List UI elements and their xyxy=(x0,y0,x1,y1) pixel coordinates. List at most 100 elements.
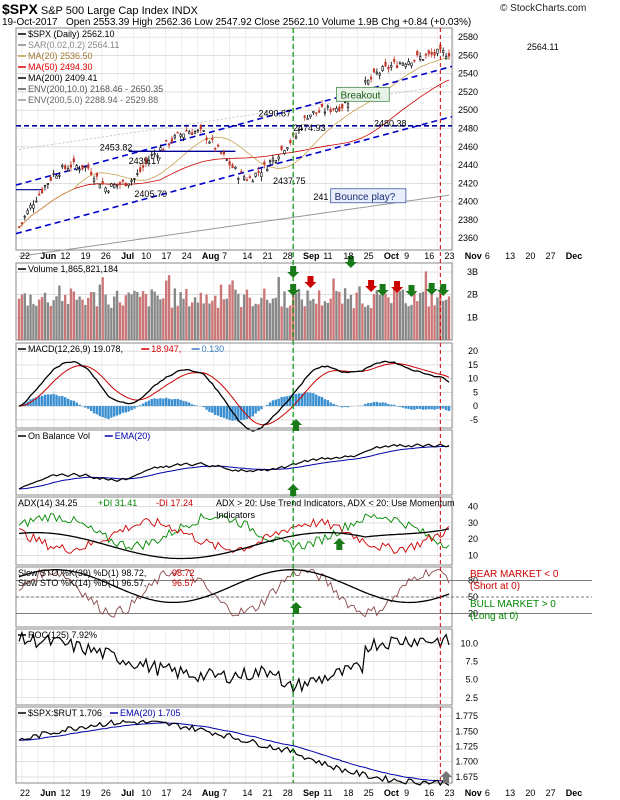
volume-bar xyxy=(413,292,416,340)
macd-histogram-bar xyxy=(162,398,165,407)
volume-bar xyxy=(110,307,113,340)
macd-histogram-bar xyxy=(141,403,145,407)
obv-legend-label: EMA(20) xyxy=(115,431,151,441)
volume-bar xyxy=(263,288,266,340)
macd-histogram-bar xyxy=(231,406,234,421)
x-tick-label-top: 11 xyxy=(323,251,332,261)
candle-body xyxy=(95,173,99,177)
candle-body xyxy=(113,184,116,189)
ratio-line xyxy=(18,719,450,787)
candle-body xyxy=(202,129,205,132)
volume-bar xyxy=(225,298,228,340)
adx-legend-label: ADX(14) 34.25 xyxy=(18,498,78,508)
volume-bar xyxy=(378,294,381,340)
macd-histogram-bar xyxy=(124,406,127,413)
volume-bar xyxy=(257,304,260,340)
macd-histogram-bar xyxy=(265,404,269,407)
candle-body xyxy=(234,166,237,169)
price-ytick-label: 2460 xyxy=(458,142,478,152)
volume-signal-arrow xyxy=(437,284,450,296)
roc-line xyxy=(18,630,450,694)
price-ytick-label: 2440 xyxy=(458,160,478,170)
volume-bar xyxy=(242,294,246,340)
x-tick-label-bottom: 18 xyxy=(343,788,353,798)
sto39-line xyxy=(18,569,450,604)
candle-body xyxy=(419,56,422,60)
volume-bar xyxy=(214,295,217,340)
price-legend-label: ENV(200,10.0) 2168.46 - 2650.35 xyxy=(28,84,163,94)
macd-ytick-label: -5 xyxy=(470,415,478,425)
x-tick-label-bottom: 13 xyxy=(505,788,515,798)
candle-body xyxy=(277,156,280,160)
volume-bar xyxy=(286,307,289,340)
volume-bar xyxy=(410,304,413,340)
volume-bar xyxy=(136,292,139,340)
macd-panel-frame xyxy=(15,342,453,429)
volume-bar xyxy=(404,303,407,340)
candle-body xyxy=(231,164,234,169)
x-tick-label-top: Nov xyxy=(465,251,482,261)
candle-body xyxy=(107,190,110,193)
candle-body xyxy=(69,164,73,168)
candle-body xyxy=(320,103,324,108)
volume-bar xyxy=(427,306,430,340)
volume-bar xyxy=(294,293,298,340)
price-annotation-label: 2490.87 xyxy=(259,109,292,119)
candle-body xyxy=(387,67,390,70)
macd-histogram-bar xyxy=(257,406,260,412)
candle-body xyxy=(58,174,61,177)
volume-bar xyxy=(104,294,107,340)
minus-di-legend-label: -DI 17.24 xyxy=(156,498,193,508)
volume-bar xyxy=(78,296,81,340)
candle-body xyxy=(17,226,21,229)
macd-histogram-bar xyxy=(245,406,249,420)
price-annotation-label: 2405.70 xyxy=(134,189,167,199)
volume-bar xyxy=(309,300,312,340)
candle-body xyxy=(176,131,179,134)
x-tick-label-top: 13 xyxy=(505,251,515,261)
x-tick-label-bottom: 27 xyxy=(546,788,556,798)
candle-body xyxy=(248,176,251,179)
roc-panel-frame xyxy=(15,628,453,706)
macd-histogram-bar xyxy=(139,405,142,407)
symbol: $SPX xyxy=(2,1,38,17)
adx-panel-frame xyxy=(15,496,453,566)
candle-body xyxy=(372,68,376,73)
volume-bar xyxy=(352,308,355,340)
macd-histogram-bar xyxy=(271,400,275,407)
volume-bar xyxy=(190,302,194,340)
volume-bar xyxy=(240,307,243,340)
security-name: S&P 500 Large Cap Index xyxy=(40,5,169,17)
candle-body xyxy=(222,151,225,155)
macd-histogram-bar xyxy=(52,393,55,407)
candle-body xyxy=(381,66,384,71)
macd-histogram-bar xyxy=(35,397,38,407)
macd-histogram-bar xyxy=(107,406,110,420)
macd-histogram-bar xyxy=(343,406,347,407)
candle-body xyxy=(332,107,335,110)
candle-body xyxy=(268,160,272,163)
volume-bar xyxy=(196,302,200,340)
candle-body xyxy=(401,62,404,66)
macd-ytick-label: 20 xyxy=(468,346,478,356)
macd-ytick-label: 0 xyxy=(473,401,478,411)
macd-histogram-bar xyxy=(113,406,116,417)
adx-ytick-label: 20 xyxy=(468,534,478,544)
macd-line xyxy=(18,360,450,432)
macd-histogram-bar xyxy=(237,406,240,422)
candle-body xyxy=(49,177,52,181)
x-tick-label-top: 17 xyxy=(162,251,172,261)
x-tick-label-top: Sep xyxy=(303,251,320,261)
macd-histogram-bar xyxy=(32,398,35,407)
exchange: INDX xyxy=(171,5,198,17)
candle-body xyxy=(254,172,257,177)
ratio-panel-frame xyxy=(15,706,453,784)
volume-bar xyxy=(84,304,87,340)
volume-bar xyxy=(29,294,32,340)
minus-di-line xyxy=(18,517,450,554)
long-note: (Long at 0) xyxy=(470,611,518,622)
volume-bar xyxy=(398,290,402,340)
macd-histogram-bar xyxy=(66,398,70,407)
volume-bar xyxy=(170,307,174,340)
